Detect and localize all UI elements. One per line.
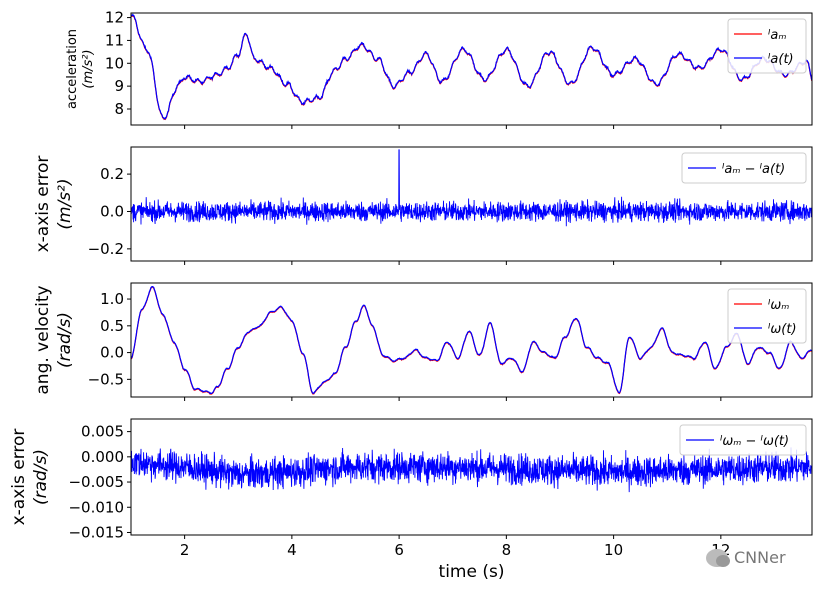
legend-box (727, 288, 807, 344)
legend-label: ᴵaₘ (768, 28, 786, 43)
y-axis-label-line-2: (m/s²) (81, 49, 96, 88)
y-tick-label: 0.005 (81, 423, 124, 441)
watermark: CNNer (706, 548, 786, 567)
series-line-measured (131, 13, 812, 121)
y-axis-label-line-2: (m/s²) (55, 178, 75, 229)
axes-frame (130, 418, 813, 536)
axes-frame (130, 146, 813, 262)
series-line-1 (131, 13, 812, 120)
chart-panel-2: −0.2 0.0 0.2 x-axis error (m/s²) ᴵaₘ − ᴵa(t) (33, 146, 813, 265)
y-tick-label: −0.010 (68, 498, 124, 516)
y-axis-label-line-1: ang. velocity (33, 285, 53, 394)
y-axis-label-line-1: x-axis error (9, 429, 29, 526)
y-tick-label: 0.0 (100, 202, 124, 220)
wechat-icon (706, 548, 730, 567)
x-tick-label: 6 (394, 541, 404, 559)
y-axis-label-line-2: (rad/s) (31, 449, 51, 505)
legend-label: ᴵaₘ − ᴵa(t) (722, 162, 785, 177)
legend-box (679, 424, 807, 456)
series-line-1 (131, 149, 812, 227)
axes-frame (130, 12, 813, 126)
watermark-text: CNNer (734, 548, 786, 567)
legend-label: ᴵω(t) (768, 322, 797, 337)
series-line-1 (131, 447, 812, 493)
series-line-1 (131, 286, 812, 395)
y-tick-label: 9 (114, 77, 124, 95)
chart-panel-3: −0.5 0.0 0.5 1.0 ang. velocity (rad/s) ᴵωₘ ᴵω(t… (33, 282, 813, 401)
y-tick-label: −0.2 (88, 240, 124, 258)
legend-label: ᴵωₘ (768, 298, 789, 313)
y-axis-label-line-1: acceleration (65, 29, 80, 109)
y-tick-label: 8 (114, 100, 124, 118)
y-tick-label: 0.2 (100, 165, 124, 183)
x-tick-label: 8 (502, 541, 512, 559)
x-tick-label: 10 (604, 541, 623, 559)
legend-box (727, 18, 807, 74)
y-tick-label: 0.000 (81, 448, 124, 466)
y-tick-label: 1.0 (100, 290, 124, 308)
y-axis-label-line-1: x-axis error (33, 156, 53, 253)
x-tick-label: 2 (180, 541, 190, 559)
y-tick-label: −0.015 (68, 523, 124, 541)
legend-label: ᴵωₘ − ᴵω(t) (720, 434, 789, 449)
y-tick-label: 0.5 (100, 317, 124, 335)
y-tick-label: −0.5 (88, 370, 124, 388)
y-tick-label: 10 (105, 54, 124, 72)
legend-box (681, 152, 807, 184)
series-line-measured (131, 286, 812, 395)
axes-frame (130, 282, 813, 398)
chart-panel-4: −0.015−0.010−0.0050.0000.00524681012time… (9, 418, 813, 582)
x-axis-label: time (s) (439, 562, 505, 582)
y-tick-label: −0.005 (68, 473, 124, 491)
y-tick-label: 11 (105, 31, 124, 49)
y-axis-label-line-2: (rad/s) (55, 312, 75, 368)
x-tick-label: 4 (287, 541, 297, 559)
y-tick-label: 12 (105, 9, 124, 27)
legend-label: ᴵa(t) (768, 52, 794, 67)
y-tick-label: 0.0 (100, 344, 124, 362)
chart-panel-1: 8 9 10 11 12 acceleration (m/s²) ᴵaₘ ᴵa(t) (65, 9, 813, 129)
